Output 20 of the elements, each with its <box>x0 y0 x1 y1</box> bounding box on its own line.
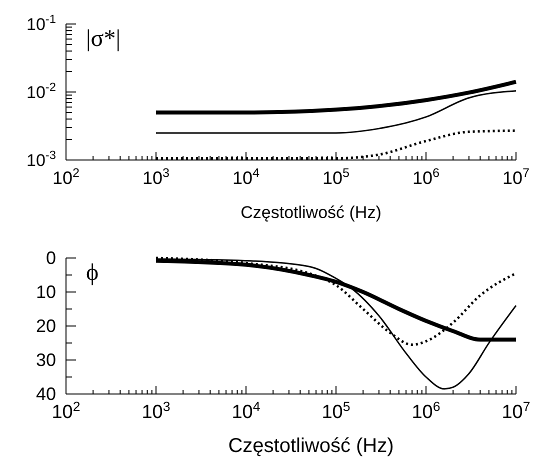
y-tick-label: 0 <box>46 248 56 268</box>
x-axis-title: Częstotliwość (Hz) <box>228 435 394 457</box>
y-tick-label: 10 <box>36 282 56 302</box>
x-tick-label: 10$^{7}$ <box>502 166 530 188</box>
y-tick-label: 30 <box>36 350 56 370</box>
y-tick-label: 10$^{-1}$ <box>26 12 56 34</box>
y-axis-title: |σ*| <box>86 26 121 52</box>
x-tick-label: 10$^{4}$ <box>232 398 260 423</box>
x-tick-label: 10$^{3}$ <box>142 166 170 188</box>
x-tick-label: 10$^{6}$ <box>412 166 440 188</box>
x-tick-label: 10$^{3}$ <box>142 398 170 423</box>
y-tick-label: 10$^{-2}$ <box>26 80 56 102</box>
x-tick-label: 10$^{4}$ <box>232 166 260 188</box>
x-tick-label: 10$^{5}$ <box>322 398 350 423</box>
y-tick-label: 20 <box>36 316 56 336</box>
x-tick-label: 10$^{7}$ <box>502 398 530 423</box>
x-axis-title: Częstotliwość (Hz) <box>240 203 382 222</box>
x-tick-label: 10$^{5}$ <box>322 166 350 188</box>
x-tick-label: 10$^{6}$ <box>412 398 440 423</box>
y-axis-title: ϕ <box>86 260 99 286</box>
